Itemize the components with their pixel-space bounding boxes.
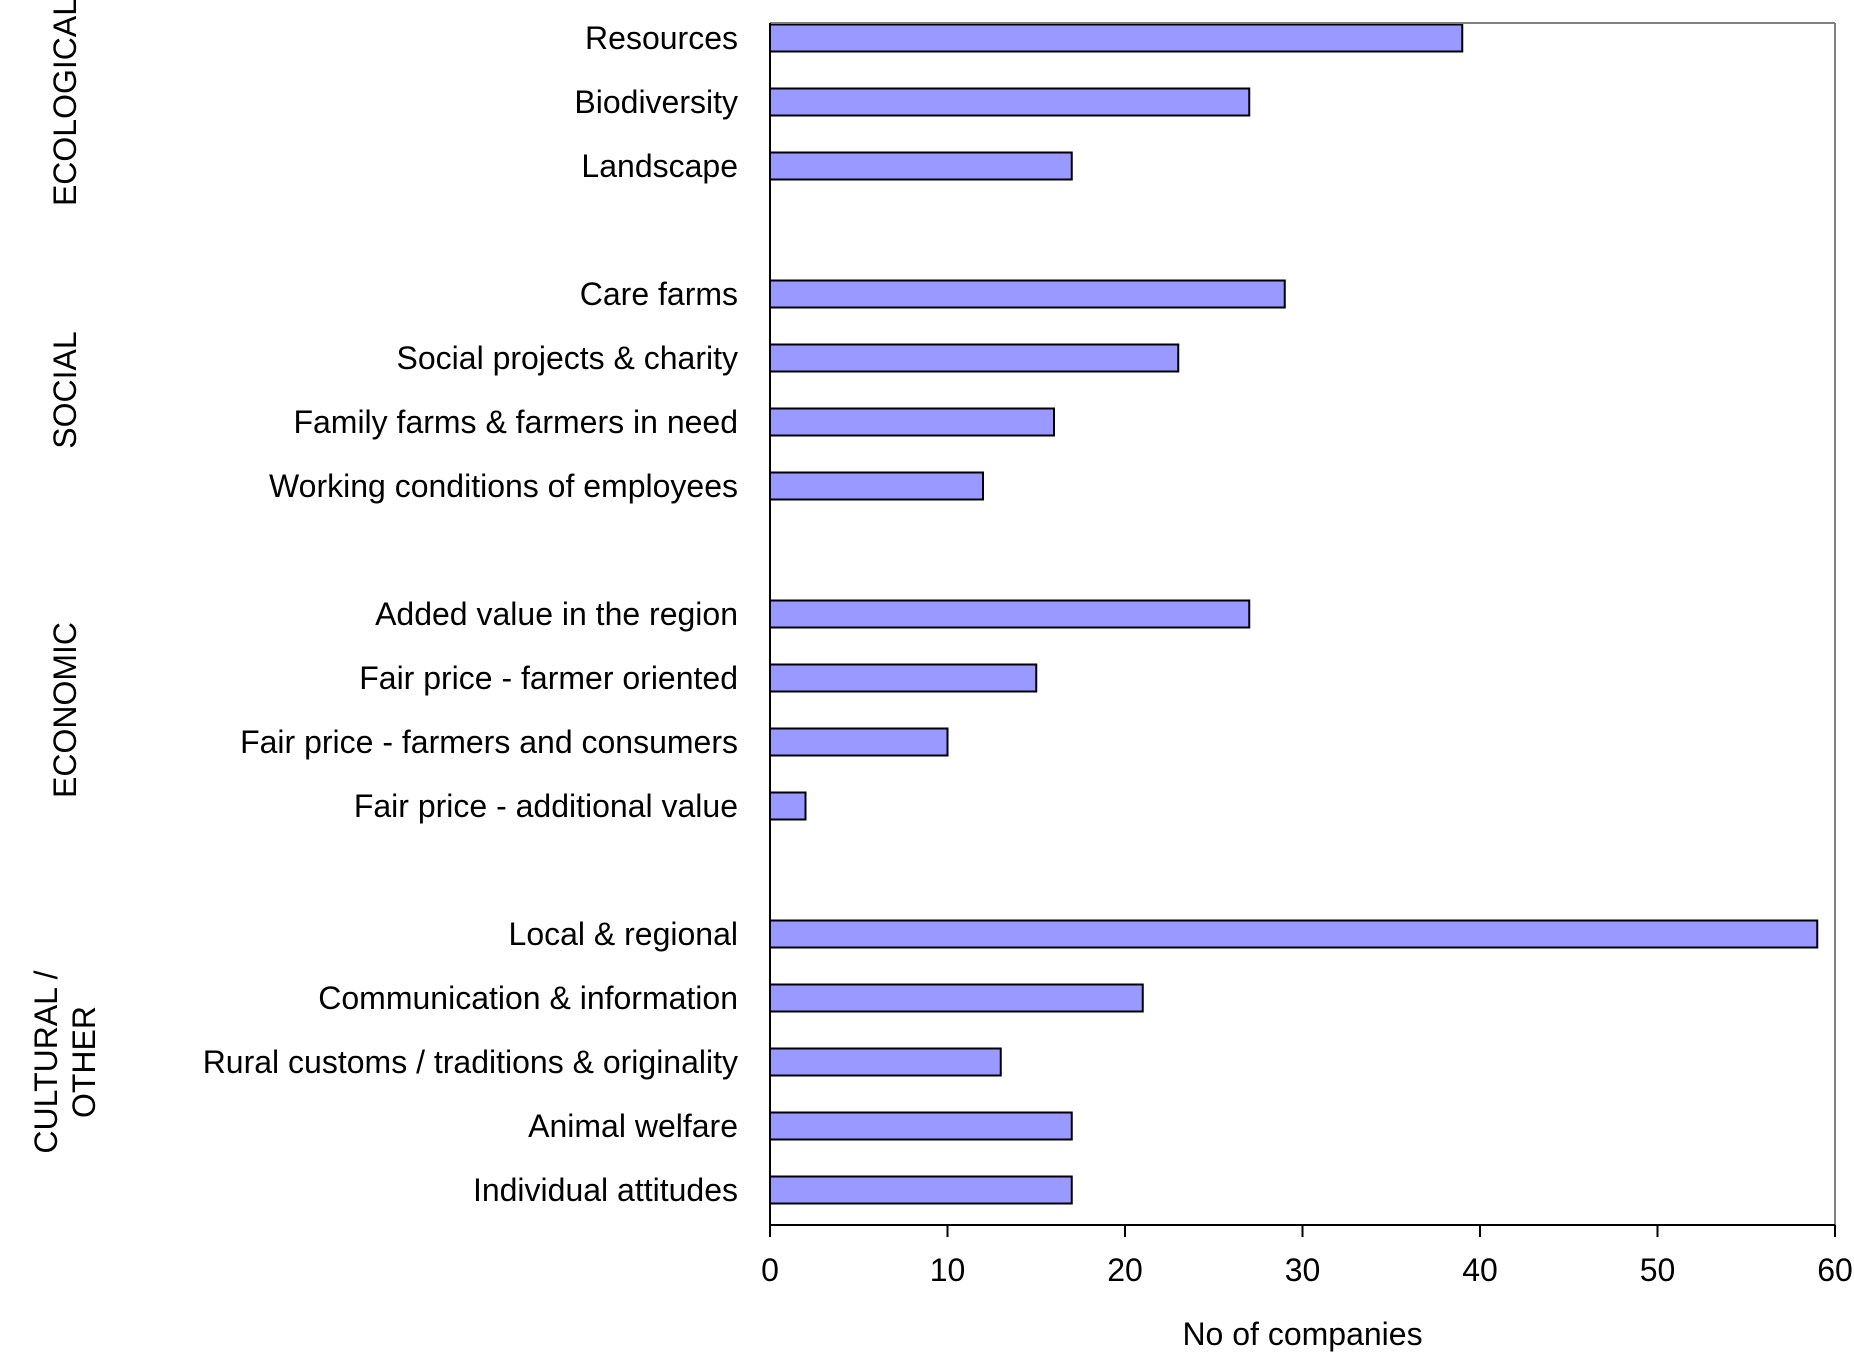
bar-social-projects-charity	[769, 343, 1180, 373]
bar-local-regional	[769, 919, 1819, 949]
x-axis-title: No of companies	[1182, 1316, 1422, 1352]
category-label-added-value-in-the-region: Added value in the region	[375, 596, 738, 632]
x-tick-label: 10	[930, 1252, 966, 1288]
bar-working-conditions-of-employees	[769, 471, 984, 501]
group-label-economic: ECONOMIC	[47, 622, 83, 798]
category-label-working-conditions-of-employees: Working conditions of employees	[269, 468, 738, 504]
x-tick-label: 50	[1640, 1252, 1676, 1288]
bar-rural-customs-traditions-originality	[769, 1047, 1002, 1077]
group-label-social: SOCIAL	[47, 331, 83, 448]
bars	[769, 23, 1819, 1205]
x-tick-label: 60	[1817, 1252, 1853, 1288]
bar-family-farms-farmers-in-need	[769, 407, 1055, 437]
category-label-care-farms: Care farms	[580, 276, 738, 312]
bar-fair-price-farmer-oriented	[769, 663, 1038, 693]
x-tick-label: 40	[1462, 1252, 1498, 1288]
bar-individual-attitudes	[769, 1175, 1073, 1205]
bar-fair-price-additional-value	[769, 791, 807, 821]
x-axis-ticks: 0 10 20 30 40 50 60	[761, 1225, 1853, 1288]
bar-animal-welfare	[769, 1111, 1073, 1141]
group-label-other: OTHER	[66, 1006, 102, 1118]
category-label-resources: Resources	[585, 20, 738, 56]
category-label-animal-welfare: Animal welfare	[528, 1108, 738, 1144]
category-label-social-projects-charity: Social projects & charity	[397, 340, 738, 376]
bar-landscape	[769, 151, 1073, 181]
x-tick-label: 30	[1285, 1252, 1321, 1288]
x-tick-label: 20	[1107, 1252, 1143, 1288]
category-label-local-regional: Local & regional	[509, 916, 738, 952]
category-labels: Resources Biodiversity Landscape Care farms…	[203, 20, 738, 1208]
bar-fair-price-farmers-and-consumers	[769, 727, 949, 757]
bar-biodiversity	[769, 87, 1251, 117]
group-label-ecological: ECOLOGICAL	[47, 0, 83, 206]
group-label-cultural: CULTURAL /	[28, 970, 64, 1153]
category-label-fair-price-farmer-oriented: Fair price - farmer oriented	[359, 660, 738, 696]
category-label-family-farms-farmers-in-need: Family farms & farmers in need	[293, 404, 738, 440]
category-label-individual-attitudes: Individual attitudes	[473, 1172, 738, 1208]
category-label-biodiversity: Biodiversity	[574, 84, 738, 120]
category-label-communication-information: Communication & information	[318, 980, 738, 1016]
bar-communication-information	[769, 983, 1144, 1013]
category-label-fair-price-farmers-and-consumers: Fair price - farmers and consumers	[240, 724, 738, 760]
bar-resources	[769, 23, 1464, 53]
category-label-rural-customs-traditions-originality: Rural customs / traditions & originality	[203, 1044, 738, 1080]
x-tick-label: 0	[761, 1252, 779, 1288]
category-label-landscape: Landscape	[581, 148, 738, 184]
bar-added-value-in-the-region	[769, 599, 1251, 629]
bar-care-farms	[769, 279, 1286, 309]
category-label-fair-price-additional-value: Fair price - additional value	[354, 788, 738, 824]
group-labels: ECOLOGICAL SOCIAL ECONOMIC CULTURAL / OTHER	[28, 0, 102, 1154]
